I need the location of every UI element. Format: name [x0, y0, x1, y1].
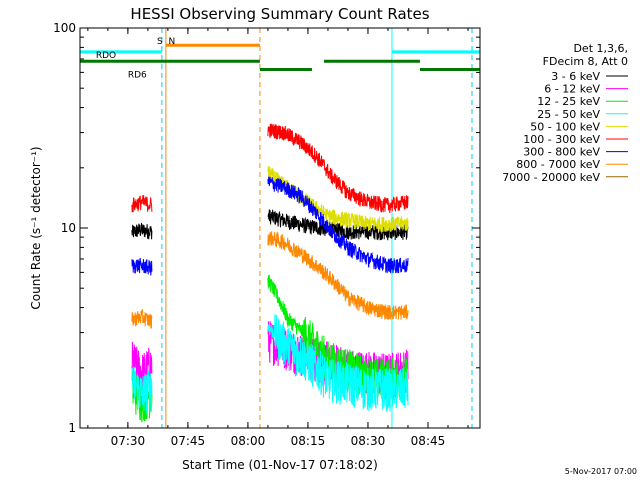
x-tick-label-0: 07:30 — [111, 434, 146, 448]
rd6-label: RD6 — [128, 71, 147, 81]
x-tick-label-1: 07:45 — [171, 434, 206, 448]
legend-label-1: 6 - 12 keV — [544, 83, 600, 96]
y-axis-label: Count Rate (s⁻¹ detector⁻¹) — [29, 146, 43, 309]
x-tick-label-3: 08:15 — [291, 434, 326, 448]
x-axis-label: Start Time (01-Nov-17 07:18:02) — [182, 458, 378, 472]
x-tick-label-5: 08:45 — [411, 434, 446, 448]
chart-title: HESSI Observing Summary Count Rates — [130, 5, 429, 23]
series-3-segment-1 — [267, 314, 409, 412]
x-tick-label-4: 08:30 — [351, 434, 386, 448]
rdo-label: RDO — [96, 51, 116, 61]
legend-label-2: 12 - 25 keV — [537, 95, 600, 108]
x-tick-label-2: 08:00 — [231, 434, 266, 448]
series-0-segment-1 — [267, 209, 409, 241]
legend-header-line-1: Det 1,3,6, — [573, 42, 628, 55]
series-7-segment-1 — [267, 231, 409, 320]
legend-label-0: 3 - 6 keV — [551, 70, 600, 83]
legend-label-5: 100 - 300 keV — [523, 133, 600, 146]
legend-label-7: 800 - 7000 keV — [516, 158, 600, 171]
legend-label-3: 25 - 50 keV — [537, 108, 600, 121]
y-tick-label-2: 100 — [53, 21, 76, 35]
flag-s: S — [157, 37, 163, 47]
footer-timestamp: 5-Nov-2017 07:00 — [565, 467, 637, 476]
legend-label-4: 50 - 100 keV — [530, 120, 600, 133]
y-tick-label-0: 1 — [68, 421, 76, 435]
series-5-segment-0 — [131, 195, 153, 213]
series-2-segment-1 — [267, 274, 409, 402]
axes-layer: 07:30 07:45 08:00 08:15 08:30 08:45 1 10 100 — [53, 21, 480, 448]
y-tick-label-1: 10 — [61, 221, 76, 235]
series-0-segment-0 — [131, 222, 153, 240]
legend-label-8: 7000 - 20000 keV — [502, 171, 600, 184]
legend-header-line-2: FDecim 8, Att 0 — [543, 55, 628, 68]
data-layer: RDO RD6 S N — [80, 28, 480, 428]
series-6-segment-0 — [131, 257, 153, 276]
legend-label-6: 300 - 800 keV — [523, 146, 600, 159]
series-7-segment-0 — [131, 309, 153, 329]
series-5-segment-1 — [267, 123, 409, 214]
series-2-segment-0 — [131, 370, 153, 423]
flag-n: N — [169, 37, 176, 47]
series-3-segment-0 — [131, 366, 153, 415]
series-6-segment-1 — [267, 176, 409, 274]
